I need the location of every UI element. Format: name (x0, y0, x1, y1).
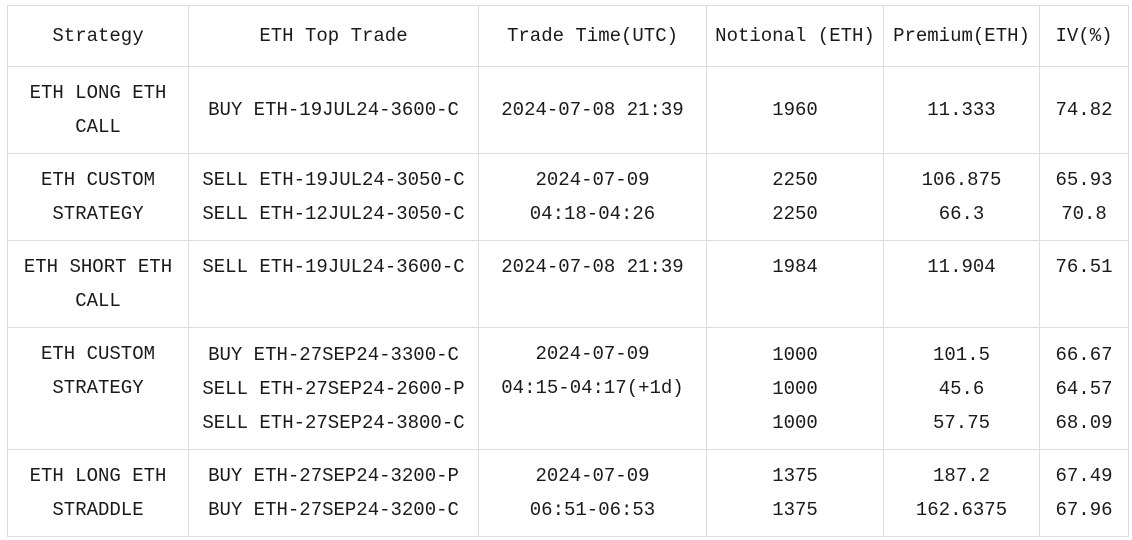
cell-line: 1984 (772, 256, 818, 278)
cell-line: 2024-07-09 (535, 169, 650, 191)
cell-line: SELL ETH-12JUL24-3050-C (202, 203, 465, 225)
iv-cell: 74.82 (1039, 66, 1129, 154)
top-trade-cell: SELL ETH-19JUL24-3600-C (188, 240, 479, 328)
cell-line: SELL ETH-19JUL24-3600-C (202, 256, 465, 278)
cell-line: 64.57 (1055, 377, 1113, 400)
top-trade-cell: BUY ETH-27SEP24-3300-C SELL ETH-27SEP24-2… (188, 327, 479, 450)
cell-line: 57.75 (932, 411, 990, 434)
cell-line: 187.2 (932, 465, 990, 487)
cell-line: ETH SHORT ETH (23, 256, 173, 278)
cell-line: ETH CUSTOM (40, 169, 156, 191)
cell-line: ETH CUSTOM (40, 343, 156, 365)
table-row: ETH SHORT ETH CALL SELL ETH-19JUL24-3600-C… (7, 240, 1129, 328)
iv-cell: 65.93 70.8 (1039, 153, 1129, 241)
notional-cell: 2250 2250 (706, 153, 884, 241)
premium-cell: 11.904 (883, 240, 1040, 328)
cell-line: 2024-07-08 21:39 (501, 256, 684, 278)
trade-time-cell: 2024-07-09 04:15-04:17(+1d) (478, 327, 707, 450)
top-trade-cell: SELL ETH-19JUL24-3050-C SELL ETH-12JUL24-… (188, 153, 479, 241)
strategy-cell: ETH LONG ETH CALL (7, 66, 189, 154)
notional-cell: 1984 (706, 240, 884, 328)
trade-time-cell: 2024-07-08 21:39 (478, 66, 707, 154)
cell-line: 65.93 (1055, 169, 1113, 191)
trade-time-cell: 2024-07-09 06:51-06:53 (478, 449, 707, 537)
premium-cell: 101.5 45.6 57.75 (883, 327, 1040, 450)
strategy-cell: ETH SHORT ETH CALL (7, 240, 189, 328)
eth-top-trades-table: Strategy ETH Top Trade Trade Time(UTC) N… (7, 5, 1129, 537)
cell-line: 04:18-04:26 (529, 203, 656, 225)
cell-line: STRATEGY (52, 203, 144, 225)
cell-line: BUY ETH-27SEP24-3200-C (208, 499, 459, 521)
header-strategy: Strategy (7, 5, 189, 67)
cell-line: 101.5 (932, 343, 990, 366)
trade-time-cell: 2024-07-08 21:39 (478, 240, 707, 328)
header-row: Strategy ETH Top Trade Trade Time(UTC) N… (7, 5, 1129, 67)
header-trade-time: Trade Time(UTC) (478, 5, 707, 67)
header-notional: Notional (ETH) (706, 5, 884, 67)
iv-cell: 66.67 64.57 68.09 (1039, 327, 1129, 450)
table-row: ETH CUSTOM STRATEGY BUY ETH-27SEP24-3300-C… (7, 327, 1129, 450)
cell-line: BUY ETH-27SEP24-3300-C (208, 343, 459, 366)
cell-line: 04:15-04:17(+1d) (501, 377, 684, 399)
iv-cell: 76.51 (1039, 240, 1129, 328)
iv-cell: 67.49 67.96 (1039, 449, 1129, 537)
strategy-cell: ETH LONG ETH STRADDLE (7, 449, 189, 537)
cell-line: BUY ETH-19JUL24-3600-C (208, 99, 459, 121)
strategy-cell: ETH CUSTOM STRATEGY (7, 153, 189, 241)
cell-line: SELL ETH-27SEP24-3800-C (202, 411, 465, 434)
cell-line: 67.49 (1055, 465, 1113, 487)
cell-line: 2024-07-08 21:39 (501, 99, 684, 121)
cell-line: ETH LONG ETH (29, 465, 167, 487)
cell-line: BUY ETH-27SEP24-3200-P (208, 465, 459, 487)
top-trade-cell: BUY ETH-19JUL24-3600-C (188, 66, 479, 154)
table-row: ETH CUSTOM STRATEGY SELL ETH-19JUL24-3050-… (7, 153, 1129, 241)
cell-line: 11.904 (927, 256, 996, 278)
cell-line: 45.6 (938, 377, 985, 400)
cell-line: 1000 (772, 343, 818, 366)
header-iv: IV(%) (1039, 5, 1129, 67)
cell-line: 106.875 (921, 169, 1002, 191)
cell-line: SELL ETH-19JUL24-3050-C (202, 169, 465, 191)
notional-cell: 1375 1375 (706, 449, 884, 537)
cell-line: 2024-07-09 (535, 465, 650, 487)
premium-cell: 187.2 162.6375 (883, 449, 1040, 537)
cell-line: 06:51-06:53 (529, 499, 656, 521)
top-trade-cell: BUY ETH-27SEP24-3200-P BUY ETH-27SEP24-32… (188, 449, 479, 537)
premium-cell: 11.333 (883, 66, 1040, 154)
table-row: ETH LONG ETH STRADDLE BUY ETH-27SEP24-3200… (7, 449, 1129, 537)
cell-line: 66.3 (938, 203, 985, 225)
cell-line: 1375 (772, 499, 818, 521)
strategy-cell: ETH CUSTOM STRATEGY (7, 327, 189, 450)
cell-line: 1000 (772, 411, 818, 434)
premium-cell: 106.875 66.3 (883, 153, 1040, 241)
cell-line: 2024-07-09 (535, 343, 650, 365)
cell-line: 74.82 (1055, 99, 1113, 121)
cell-line: ETH LONG ETH (29, 82, 167, 104)
cell-line: CALL (75, 116, 121, 138)
cell-line: 76.51 (1055, 256, 1113, 278)
cell-line: 67.96 (1055, 499, 1113, 521)
cell-line: 2250 (772, 169, 818, 191)
cell-line: 11.333 (927, 99, 996, 121)
header-premium: Premium(ETH) (883, 5, 1040, 67)
table-row: ETH LONG ETH CALL BUY ETH-19JUL24-3600-C 20… (7, 66, 1129, 154)
cell-line: 2250 (772, 203, 818, 225)
cell-line: 1375 (772, 465, 818, 487)
cell-line: 68.09 (1055, 411, 1113, 434)
cell-line: 70.8 (1061, 203, 1107, 225)
notional-cell: 1960 (706, 66, 884, 154)
cell-line: 1960 (772, 99, 818, 121)
cell-line: 66.67 (1055, 343, 1113, 366)
cell-line: CALL (75, 290, 121, 312)
cell-line: STRADDLE (52, 499, 144, 521)
cell-line: SELL ETH-27SEP24-2600-P (202, 377, 465, 400)
cell-line: 162.6375 (915, 499, 1008, 521)
header-top-trade: ETH Top Trade (188, 5, 479, 67)
cell-line: 1000 (772, 377, 818, 400)
trade-time-cell: 2024-07-09 04:18-04:26 (478, 153, 707, 241)
notional-cell: 1000 1000 1000 (706, 327, 884, 450)
cell-line: STRATEGY (52, 377, 144, 399)
